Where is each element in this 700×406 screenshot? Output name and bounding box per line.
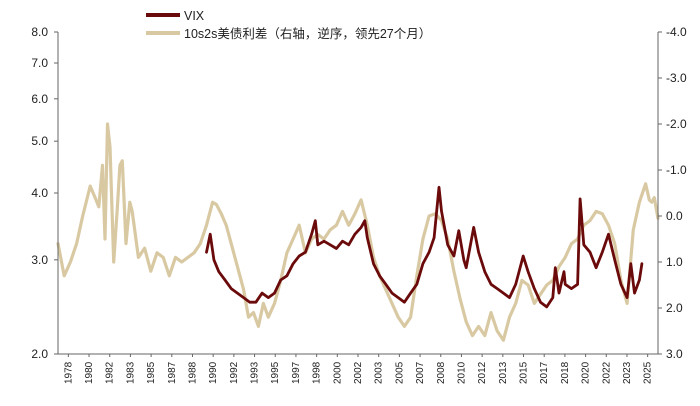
x-axis-tick-label: 1993	[250, 361, 261, 384]
left-axis-tick-label: 2.0	[31, 347, 48, 361]
right-axis-tick-label: -4.0	[666, 25, 687, 39]
x-axis-tick-label: 1978	[63, 361, 74, 384]
right-axis-tick-label: -1.0	[666, 163, 687, 177]
left-axis-tick-label: 3.0	[31, 253, 48, 267]
x-axis-tick-label: 1988	[187, 361, 198, 384]
right-axis-tick-label: -2.0	[666, 117, 687, 131]
x-axis-tick-label: 2005	[394, 361, 405, 384]
x-axis-tick-label: 2007	[415, 361, 426, 384]
x-axis-tick-label: 1985	[146, 361, 157, 384]
x-axis-tick-label: 2020	[581, 361, 592, 384]
x-axis-tick-label: 1983	[125, 361, 136, 384]
x-axis-tick-label: 1992	[229, 361, 240, 384]
plot-area	[56, 122, 660, 342]
right-axis-tick-label: 0.0	[666, 209, 683, 223]
right-axis-tick-label: 1.0	[666, 255, 683, 269]
left-axis-tick-label: 5.0	[31, 134, 48, 148]
left-axis-tick-label: 8.0	[31, 25, 48, 39]
x-axis-tick-label: 1987	[167, 361, 178, 384]
legend: VIX 10s2s美债利差（右轴，逆序，领先27个月）	[146, 9, 431, 41]
x-axis-tick-label: 2015	[519, 361, 530, 384]
series-line-10s2s-spread	[56, 122, 660, 342]
x-axis-tick-label: 2010	[456, 361, 467, 384]
right-axis-tick-label: -3.0	[666, 71, 687, 85]
x-axis-tick-label: 2022	[601, 361, 612, 384]
x-axis-tick-label: 1990	[208, 361, 219, 384]
x-axis-tick-label: 1995	[270, 361, 281, 384]
x-axis-tick-label: 2002	[353, 361, 364, 384]
x-axis-tick-label: 1998	[312, 361, 323, 384]
x-axis-tick-label: 1980	[84, 361, 95, 384]
legend-label-vix: VIX	[184, 9, 205, 23]
x-axis-tick-label: 2025	[643, 361, 654, 384]
x-axis-tick-label: 2023	[622, 361, 633, 384]
x-axis-tick-label: 1997	[291, 361, 302, 384]
x-axis-tick-label: 1982	[105, 361, 116, 384]
series-line-vix	[205, 185, 644, 309]
right-axis-tick-label: 3.0	[666, 347, 683, 361]
x-axis-tick-label: 2012	[477, 361, 488, 384]
x-axis-tick-label: 2013	[498, 361, 509, 384]
x-axis-tick-label: 2017	[539, 361, 550, 384]
x-axis-tick-label: 2003	[374, 361, 385, 384]
x-axis-tick-label: 2008	[436, 361, 447, 384]
left-axis-tick-label: 4.0	[31, 186, 48, 200]
x-axis-tick-label: 2000	[332, 361, 343, 384]
left-axis-tick-label: 6.0	[31, 92, 48, 106]
axes: 2.0 3.0 4.0 5.0 6.0 7.0 8.0 -4.0 -3.0 -2.0 -1.0 0.0…	[31, 25, 687, 384]
legend-label-10s2s-spread: 10s2s美债利差（右轴，逆序，领先27个月）	[184, 26, 431, 41]
right-axis-tick-label: 2.0	[666, 301, 683, 315]
left-axis-tick-label: 7.0	[31, 56, 48, 70]
x-axis-tick-label: 2018	[560, 361, 571, 384]
